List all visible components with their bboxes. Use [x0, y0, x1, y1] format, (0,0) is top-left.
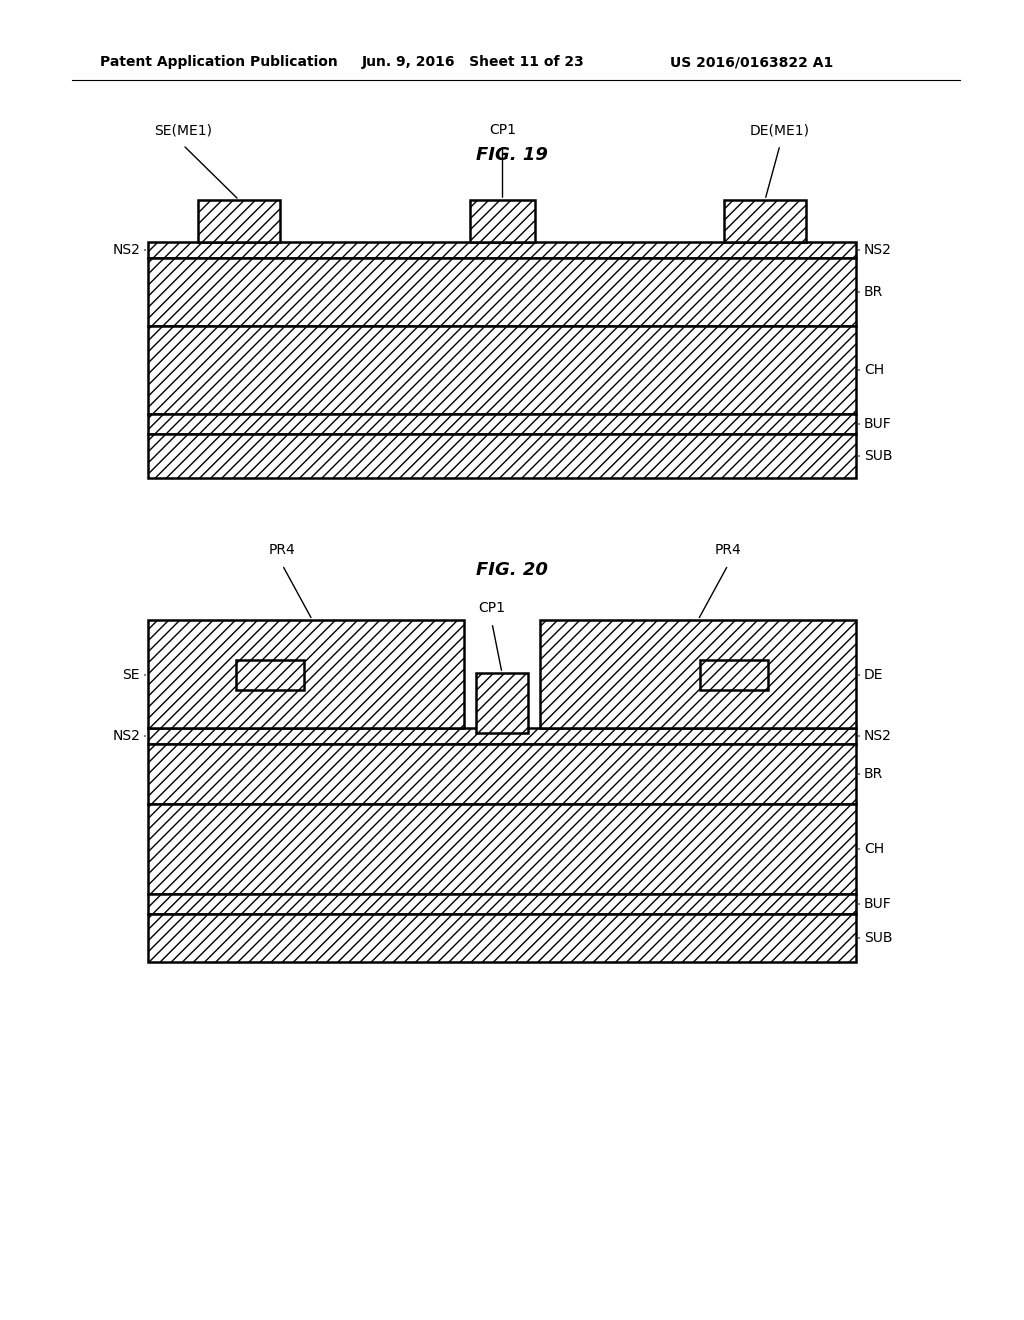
Bar: [476, 673, 528, 733]
Text: Patent Application Publication: Patent Application Publication: [100, 55, 338, 69]
Bar: [148, 729, 856, 744]
Bar: [148, 620, 464, 729]
Bar: [148, 257, 856, 326]
Text: DE: DE: [864, 668, 884, 682]
Text: SE(ME1): SE(ME1): [154, 123, 212, 137]
Bar: [148, 744, 856, 804]
Text: NS2: NS2: [112, 729, 140, 743]
Bar: [148, 913, 856, 962]
Text: BUF: BUF: [864, 898, 892, 911]
Bar: [148, 242, 856, 257]
Bar: [148, 414, 856, 434]
Bar: [148, 326, 856, 414]
Text: FIG. 19: FIG. 19: [476, 147, 548, 164]
Text: DE(ME1): DE(ME1): [750, 123, 810, 137]
Bar: [700, 660, 768, 690]
Text: BR: BR: [864, 767, 884, 781]
Bar: [198, 201, 280, 242]
Text: CH: CH: [864, 842, 884, 855]
Text: NS2: NS2: [112, 243, 140, 257]
Text: CH: CH: [864, 363, 884, 378]
Text: Jun. 9, 2016   Sheet 11 of 23: Jun. 9, 2016 Sheet 11 of 23: [362, 55, 585, 69]
Text: NS2: NS2: [864, 729, 892, 743]
Bar: [724, 201, 806, 242]
Bar: [148, 894, 856, 913]
Bar: [148, 804, 856, 894]
Text: PR4: PR4: [269, 543, 296, 557]
Bar: [540, 620, 856, 729]
Text: SUB: SUB: [864, 931, 893, 945]
Text: SUB: SUB: [864, 449, 893, 463]
Text: BR: BR: [864, 285, 884, 300]
Text: BUF: BUF: [864, 417, 892, 432]
Bar: [236, 660, 304, 690]
Text: US 2016/0163822 A1: US 2016/0163822 A1: [670, 55, 834, 69]
Bar: [470, 201, 535, 242]
Text: CP1: CP1: [478, 601, 506, 615]
Text: CP1: CP1: [489, 123, 516, 137]
Text: FIG. 20: FIG. 20: [476, 561, 548, 579]
Text: SE: SE: [123, 668, 140, 682]
Bar: [148, 434, 856, 478]
Text: NS2: NS2: [864, 243, 892, 257]
Text: PR4: PR4: [715, 543, 741, 557]
